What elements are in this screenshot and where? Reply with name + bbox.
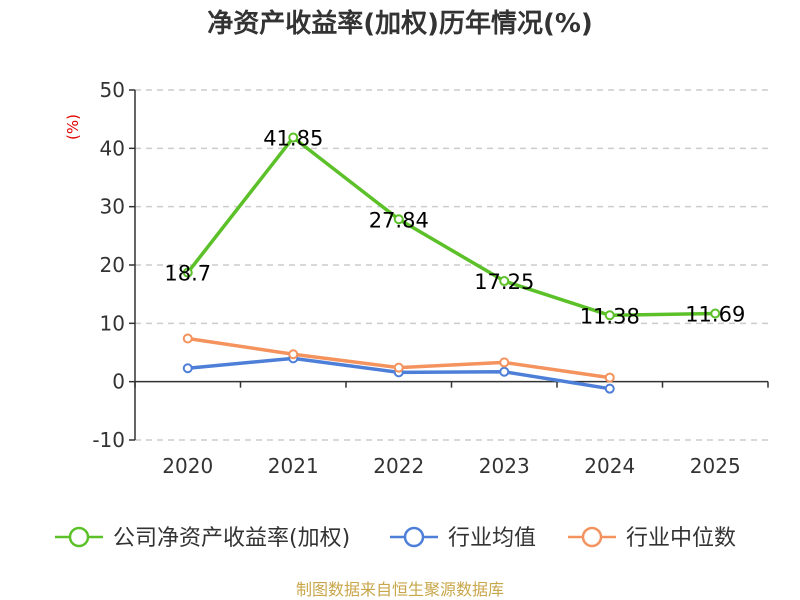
data-point [182, 333, 193, 344]
data-point [710, 308, 721, 319]
y-tick-label: -10 [92, 428, 125, 452]
data-point [604, 310, 615, 321]
axes: -10 0 10 20 30 40 50 2020 2021 2022 2023 2024 2025 [92, 78, 769, 478]
x-tick-label: 2022 [373, 454, 424, 478]
data-point [604, 372, 615, 383]
legend-label: 行业中位数 [626, 526, 736, 551]
data-label: 17.25 [474, 270, 534, 294]
legend-label: 行业均值 [448, 526, 536, 551]
data-point [288, 349, 299, 360]
data-point [182, 267, 193, 278]
data-point [499, 276, 510, 287]
legend-label: 公司净资产收益率(加权) [113, 526, 350, 551]
series-lines [182, 132, 721, 394]
data-label: 11.69 [685, 302, 745, 326]
legend-swatch-marker [68, 526, 90, 548]
x-tick-label: 2024 [584, 454, 635, 478]
data-label: 18.7 [164, 262, 211, 286]
y-tick-label: 50 [100, 78, 125, 102]
legend-swatch-marker [403, 526, 425, 548]
data-point [288, 132, 299, 143]
y-tick-label: 0 [112, 370, 125, 394]
y-axis-label: (%) [64, 114, 82, 140]
y-tick-label: 10 [100, 311, 125, 335]
data-point [604, 383, 615, 394]
y-tick-label: 20 [100, 253, 125, 277]
data-point [182, 363, 193, 374]
series-line [186, 135, 716, 318]
data-point [499, 366, 510, 377]
legend-swatch-marker [581, 526, 603, 548]
data-point [393, 214, 404, 225]
data-label: 27.84 [369, 208, 429, 232]
x-tick-label: 2023 [479, 454, 530, 478]
x-tick-label: 2021 [268, 454, 319, 478]
data-point [499, 357, 510, 368]
x-tick-label: 2025 [690, 454, 741, 478]
legend: 公司净资产收益率(加权) 行业均值 行业中位数 [55, 526, 736, 551]
source-note: 制图数据来自恒生聚源数据库 [296, 580, 504, 599]
data-label: 41.85 [263, 127, 323, 151]
data-labels: 18.7 41.85 27.84 17.25 11.38 11.69 [164, 127, 745, 329]
y-tick-label: 40 [100, 136, 125, 160]
x-tick-label: 2020 [162, 454, 213, 478]
y-tick-label: 30 [100, 195, 125, 219]
data-point [393, 362, 404, 373]
chart-title: 净资产收益率(加权)历年情况(%) [207, 8, 593, 39]
data-label: 11.38 [580, 304, 640, 328]
